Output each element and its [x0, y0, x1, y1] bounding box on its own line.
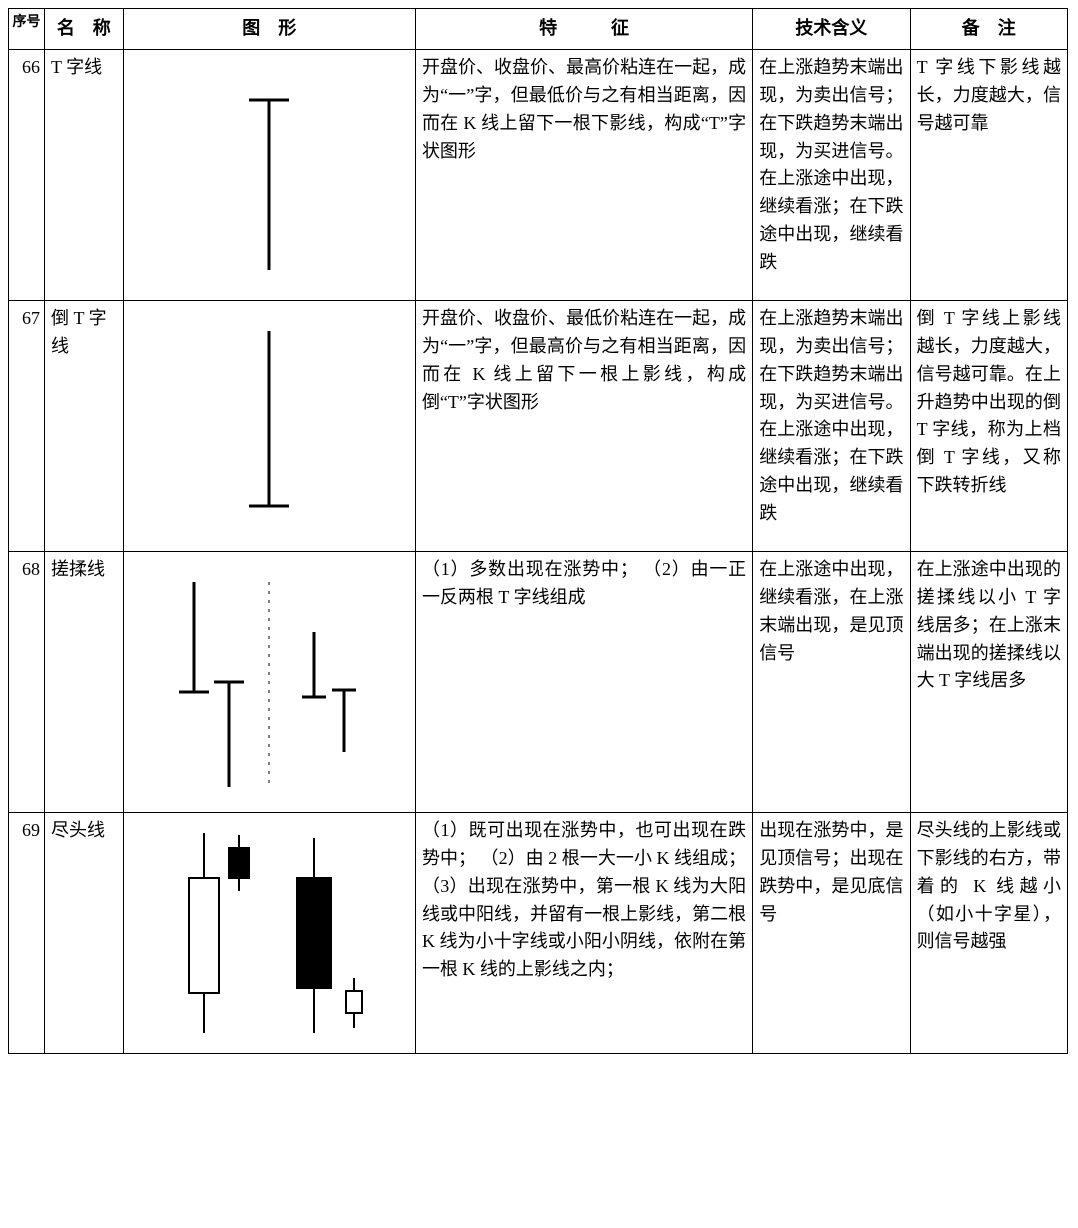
cell-figure [123, 300, 415, 551]
cell-character: 开盘价、收盘价、最低价粘连在一起，成为“一”字，但最高价与之有相当距离，因而在 … [415, 300, 752, 551]
header-note: 备 注 [910, 9, 1067, 50]
table-row: 67 倒 T 字线 开盘价、收盘价、最低价粘连在一起，成为“一”字，但最高价与之… [9, 300, 1068, 551]
kline-pattern-table: 序号 名 称 图 形 特 征 技术含义 备 注 66 T 字线 开盘价、收盘价、… [8, 8, 1068, 1054]
cell-name: 尽头线 [44, 812, 123, 1053]
header-name: 名 称 [44, 9, 123, 50]
t-line-icon [209, 60, 329, 290]
cell-name: T 字线 [44, 49, 123, 300]
header-num: 序号 [9, 9, 45, 50]
cell-tech: 出现在涨势中，是见顶信号；出现在跌势中，是见底信号 [753, 812, 910, 1053]
table-header-row: 序号 名 称 图 形 特 征 技术含义 备 注 [9, 9, 1068, 50]
cell-figure [123, 812, 415, 1053]
cell-tech: 在上涨趋势末端出现，为卖出信号；在下跌趋势末端出现，为买进信号。在上涨途中出现，… [753, 49, 910, 300]
cell-character: （1）多数出现在涨势中； （2）由一正一反两根 T 字线组成 [415, 551, 752, 812]
cell-figure [123, 49, 415, 300]
header-figure: 图 形 [123, 9, 415, 50]
end-line-icon [149, 823, 389, 1043]
table-row: 69 尽头线 [9, 812, 1068, 1053]
cell-num: 68 [9, 551, 45, 812]
table-row: 66 T 字线 开盘价、收盘价、最高价粘连在一起，成为“一”字，但最低价与之有相… [9, 49, 1068, 300]
inverted-t-line-icon [209, 311, 329, 541]
cell-num: 67 [9, 300, 45, 551]
cell-num: 66 [9, 49, 45, 300]
cell-note: 尽头线的上影线或下影线的右方，带着的 K 线越小（如小十字星），则信号越强 [910, 812, 1067, 1053]
header-tech: 技术含义 [753, 9, 910, 50]
cell-figure [123, 551, 415, 812]
cell-note: 在上涨途中出现的搓揉线以小 T 字线居多；在上涨末端出现的搓揉线以大 T 字线居… [910, 551, 1067, 812]
cell-name: 搓揉线 [44, 551, 123, 812]
header-character: 特 征 [415, 9, 752, 50]
cell-note: T 字线下影线越长，力度越大，信号越可靠 [910, 49, 1067, 300]
cell-character: （1）既可出现在涨势中，也可出现在跌势中； （2）由 2 根一大一小 K 线组成… [415, 812, 752, 1053]
cell-tech: 在上涨趋势末端出现，为卖出信号；在下跌趋势末端出现，为买进信号。在上涨途中出现，… [753, 300, 910, 551]
cell-num: 69 [9, 812, 45, 1053]
cell-name: 倒 T 字线 [44, 300, 123, 551]
cell-tech: 在上涨途中出现，继续看涨，在上涨末端出现，是见顶信号 [753, 551, 910, 812]
table-row: 68 搓揉线 [9, 551, 1068, 812]
cell-note: 倒 T 字线上影线越长，力度越大，信号越可靠。在上升趋势中出现的倒 T 字线，称… [910, 300, 1067, 551]
rub-line-icon [149, 562, 389, 802]
cell-character: 开盘价、收盘价、最高价粘连在一起，成为“一”字，但最低价与之有相当距离，因而在 … [415, 49, 752, 300]
